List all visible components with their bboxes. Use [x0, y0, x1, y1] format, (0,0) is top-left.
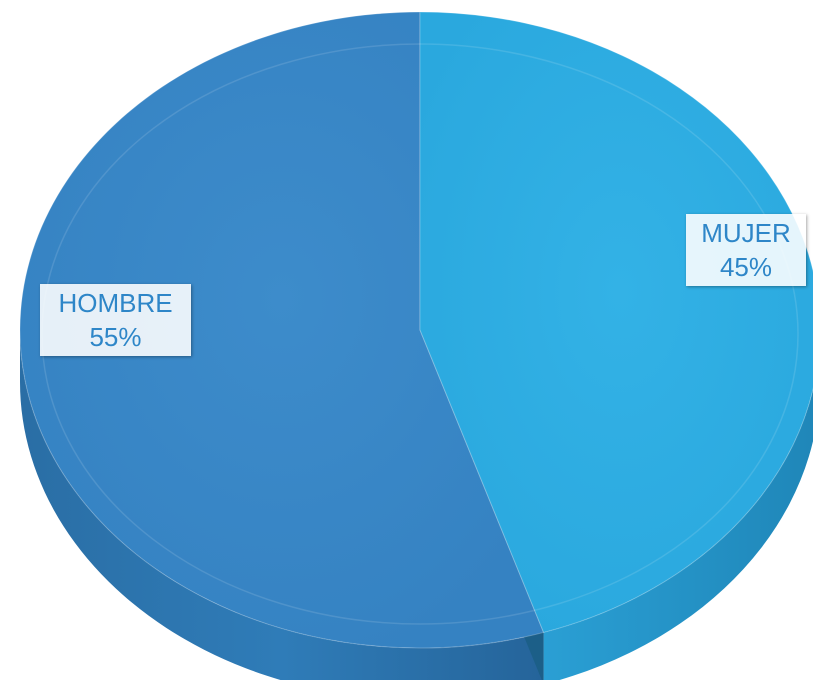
- data-label-mujer-percent: 45%: [719, 252, 773, 282]
- pie-slice-hombre: [19, 11, 545, 649]
- pie-side-hombre: [20, 330, 544, 680]
- pie-slice-mujer: [419, 11, 813, 634]
- data-label-hombre: HOMBRE 55%: [40, 284, 191, 356]
- data-label-hombre-percent: 55%: [89, 322, 142, 352]
- data-label-mujer-name: MUJER: [701, 218, 791, 248]
- pie-side-mujer: [543, 388, 813, 680]
- data-label-hombre-name: HOMBRE: [58, 288, 173, 318]
- data-label-mujer: MUJER 45%: [686, 214, 806, 286]
